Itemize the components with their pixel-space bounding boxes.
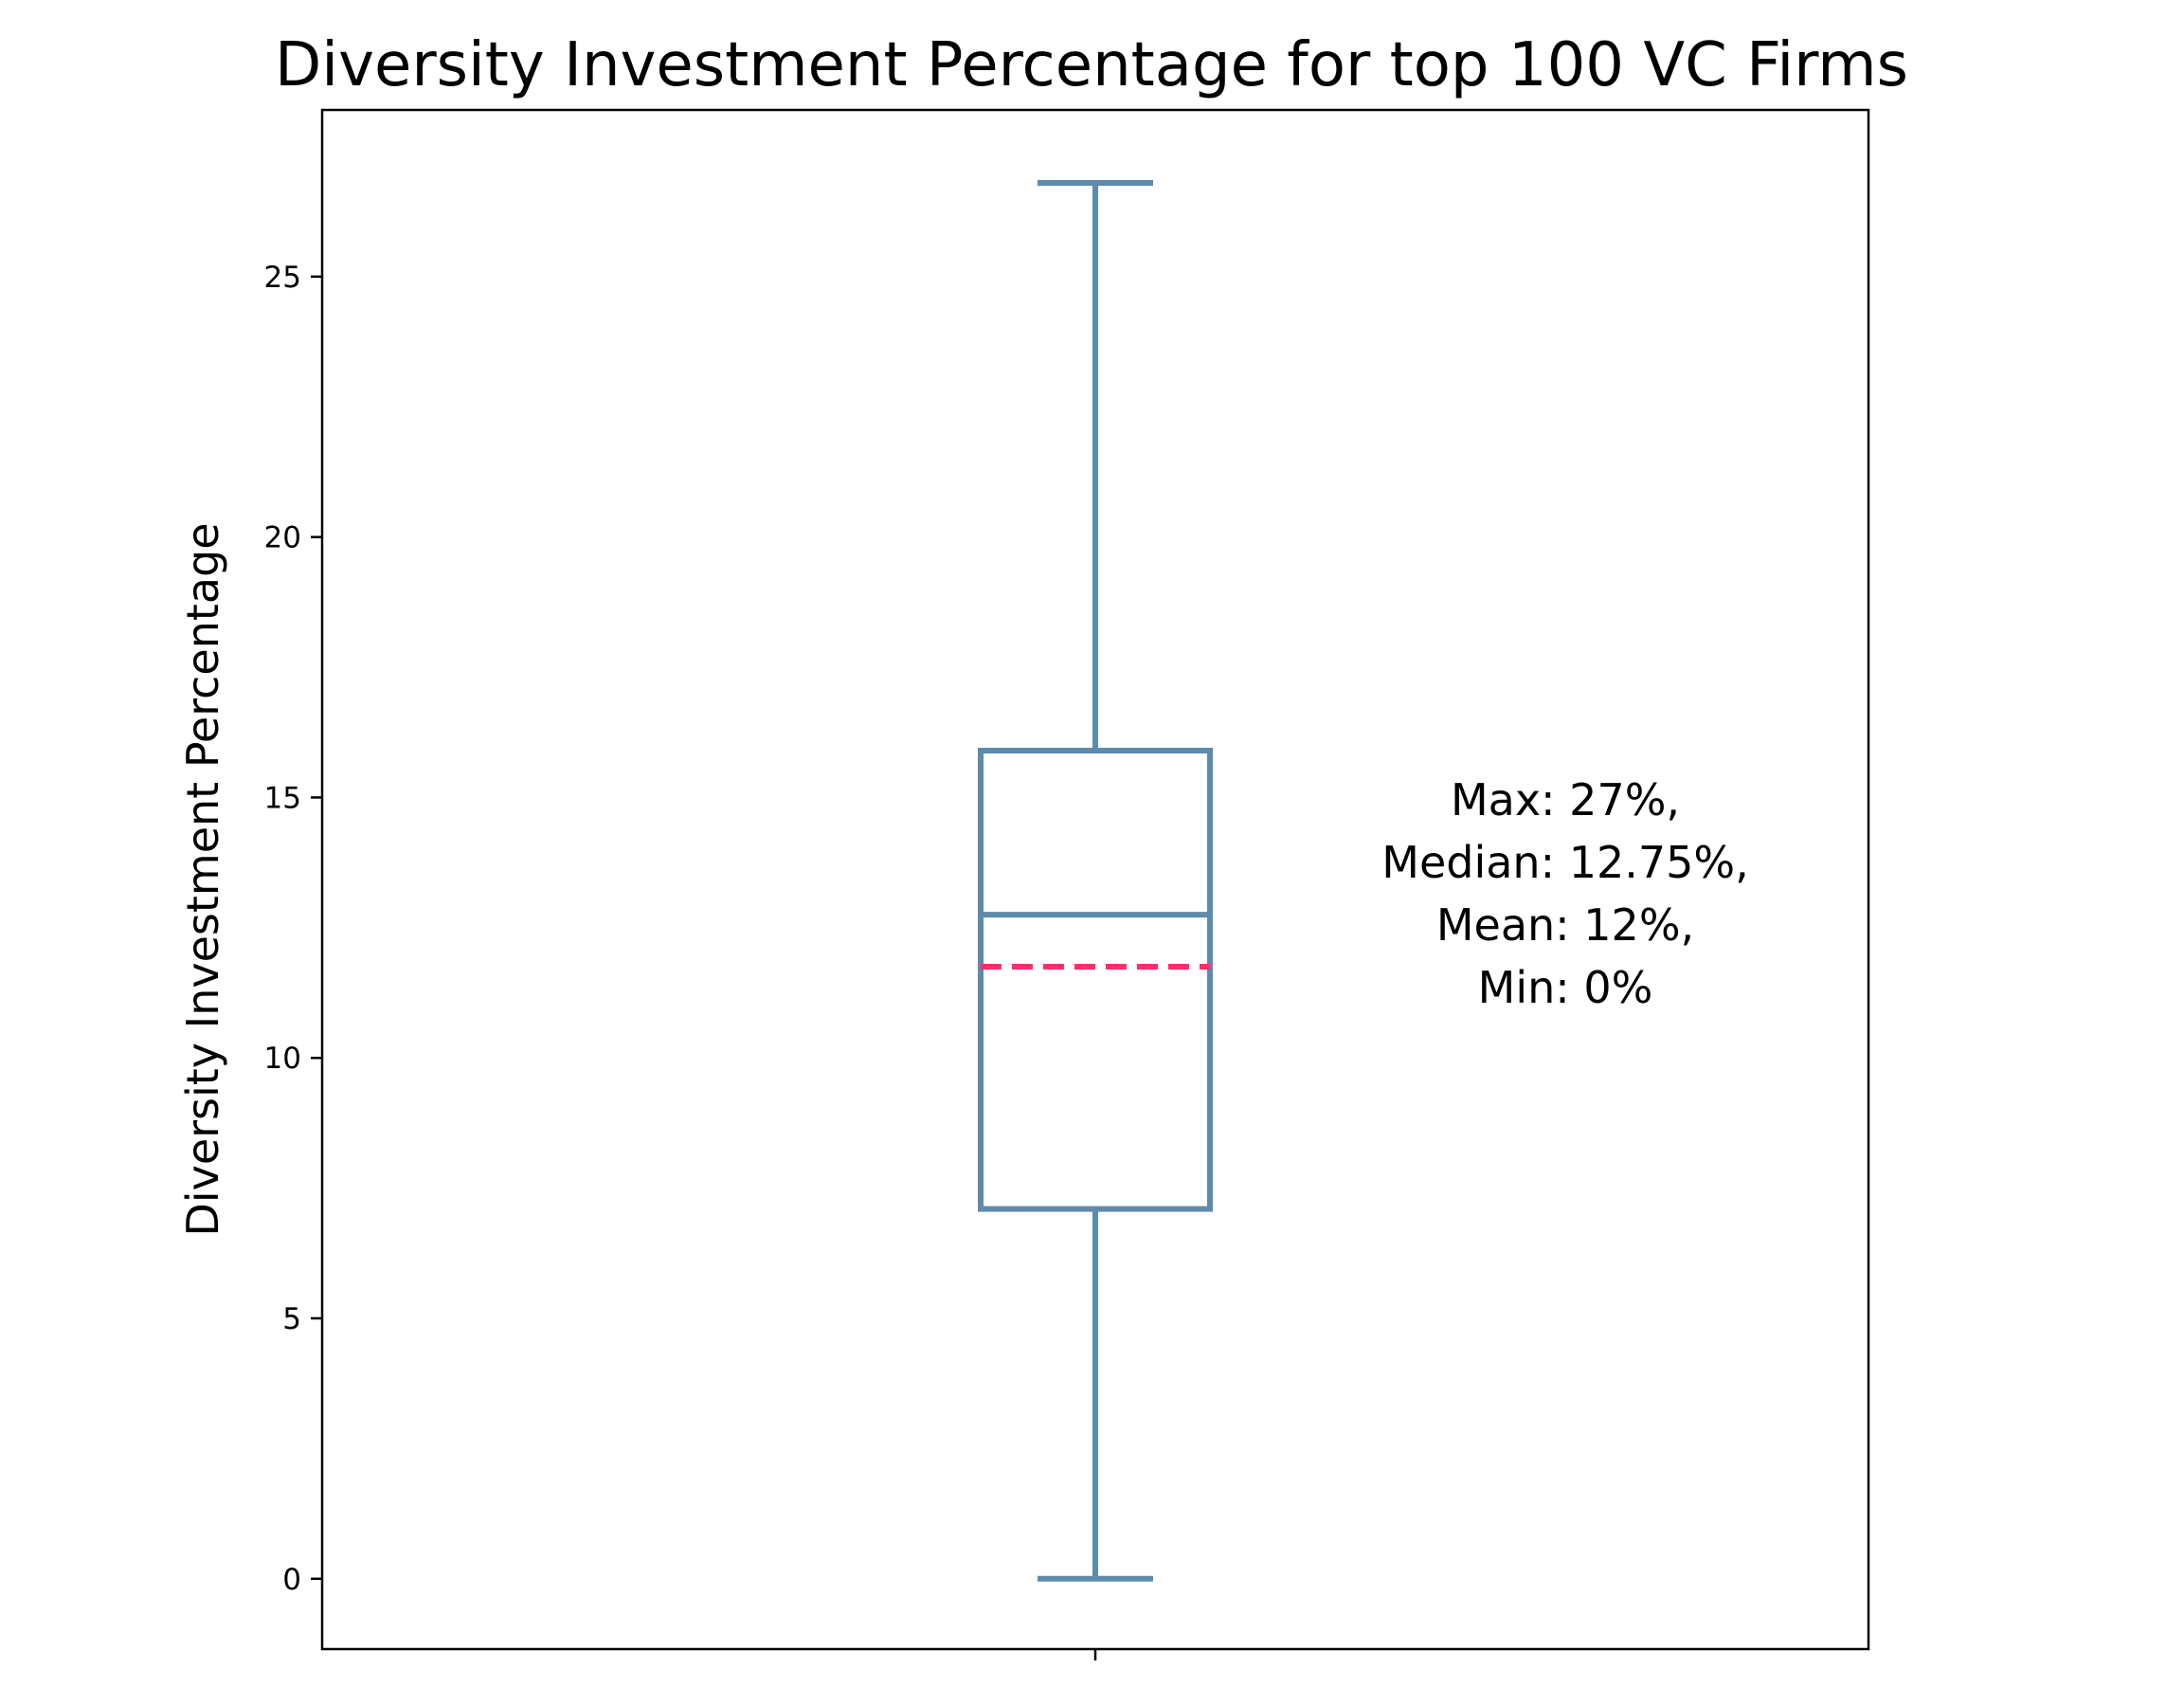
y-tick-label: 0 xyxy=(282,1563,301,1597)
y-tick-label: 5 xyxy=(282,1302,301,1336)
stats-annotation: Max: 27%, Median: 12.75%, Mean: 12%, Min: 0… xyxy=(1381,774,1748,1013)
annotation-line: Min: 0% xyxy=(1478,962,1653,1013)
annotation-line: Mean: 12%, xyxy=(1436,899,1694,951)
iqr-box xyxy=(978,747,1213,1212)
annotation-line: Median: 12.75%, xyxy=(1381,837,1748,888)
y-tick-label: 15 xyxy=(264,781,301,815)
y-axis-label: Diversity Investment Percentage xyxy=(177,522,228,1236)
y-tick-label: 20 xyxy=(264,521,301,555)
box-plot xyxy=(978,179,1213,1582)
chart-title: Diversity Investment Percentage for top … xyxy=(275,30,1908,100)
y-tick-label: 25 xyxy=(264,261,301,295)
y-axis-ticks: 0 5 10 15 20 25 xyxy=(264,261,322,1597)
y-tick-label: 10 xyxy=(264,1042,301,1076)
annotation-line: Max: 27%, xyxy=(1451,774,1680,825)
